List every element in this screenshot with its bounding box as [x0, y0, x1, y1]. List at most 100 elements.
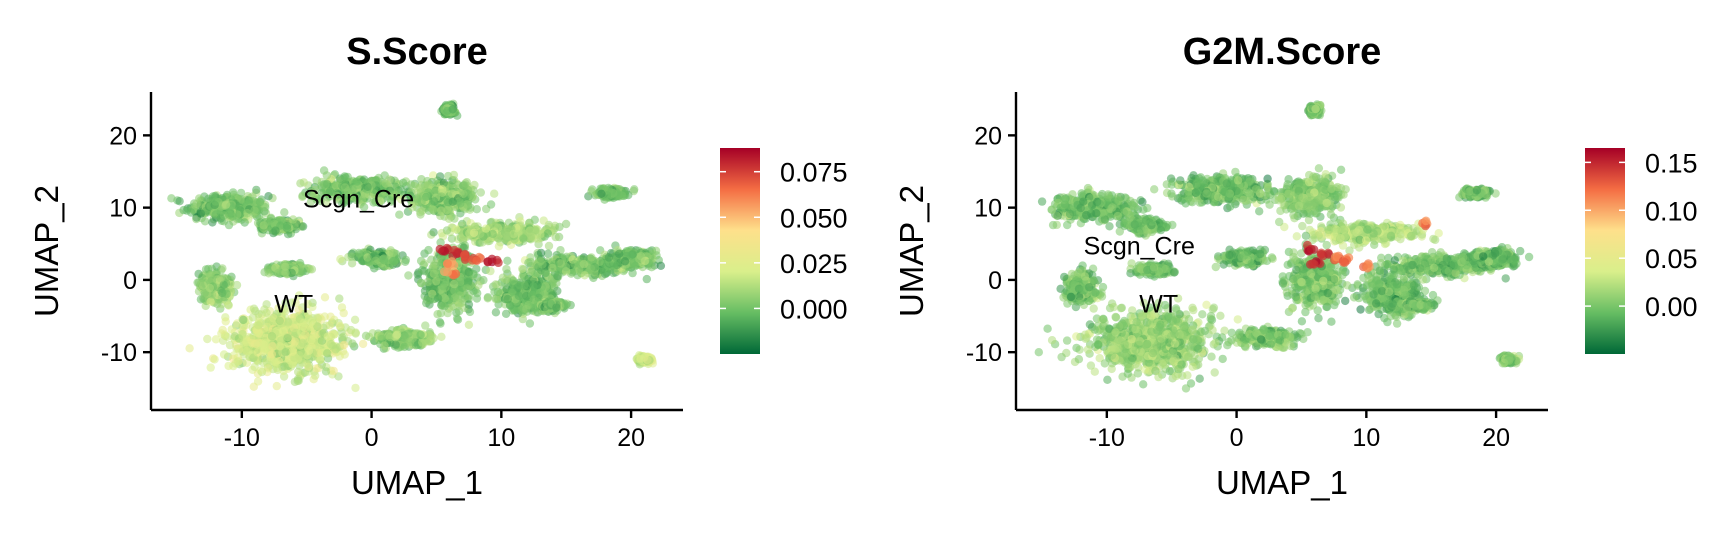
point [493, 287, 503, 297]
point [447, 234, 457, 243]
point [323, 349, 332, 358]
point [250, 206, 259, 215]
point [208, 218, 217, 227]
point [490, 222, 499, 231]
point [491, 308, 501, 317]
point [481, 224, 491, 233]
point [259, 340, 268, 350]
point [490, 189, 499, 198]
point [194, 269, 203, 279]
point [553, 286, 562, 296]
point [296, 179, 305, 188]
point [503, 256, 512, 265]
point [268, 342, 277, 351]
point [630, 185, 639, 194]
point [391, 340, 400, 349]
point [456, 199, 465, 208]
point [418, 338, 427, 347]
point [404, 271, 413, 280]
point [469, 269, 478, 279]
point [264, 192, 273, 201]
point [361, 331, 371, 340]
point [211, 335, 221, 344]
point [290, 337, 300, 346]
point [236, 188, 246, 198]
point [449, 170, 459, 180]
point [224, 301, 233, 310]
point [518, 264, 527, 273]
point [526, 257, 535, 267]
point [185, 344, 194, 353]
point [225, 340, 235, 350]
point [502, 231, 511, 241]
point [348, 339, 357, 348]
point [656, 261, 666, 270]
point [336, 255, 345, 264]
point [281, 268, 290, 277]
point [337, 303, 347, 312]
point [186, 208, 196, 217]
point [447, 189, 457, 198]
point [551, 232, 560, 242]
point [597, 189, 606, 198]
point [442, 226, 452, 235]
point [424, 245, 433, 255]
point [310, 185, 320, 194]
point [195, 194, 204, 203]
point [218, 264, 227, 273]
point [351, 383, 360, 393]
point [448, 197, 457, 206]
point [206, 297, 215, 306]
point [312, 364, 321, 373]
point [401, 257, 410, 266]
point [587, 187, 596, 196]
point [282, 221, 292, 230]
point [536, 257, 545, 266]
point [464, 300, 474, 309]
point [389, 248, 398, 257]
point [284, 318, 293, 327]
point [238, 330, 247, 340]
point [642, 274, 651, 284]
point [429, 205, 438, 215]
point [211, 197, 220, 206]
point [529, 282, 538, 291]
point [298, 349, 307, 358]
point [513, 283, 522, 292]
point [216, 274, 226, 283]
point [544, 241, 554, 251]
point [298, 338, 307, 348]
point [260, 268, 269, 277]
point [464, 291, 474, 300]
point [436, 211, 445, 221]
point [340, 172, 349, 181]
point [459, 189, 468, 199]
point [380, 341, 389, 350]
point [640, 257, 649, 266]
point [444, 214, 454, 223]
point [307, 265, 317, 274]
panel-title: S.Score [346, 31, 488, 73]
point [379, 256, 389, 265]
point [206, 363, 215, 372]
point [242, 338, 251, 347]
point [429, 228, 438, 237]
point [352, 177, 361, 186]
point [206, 270, 215, 280]
point [604, 253, 614, 262]
point [525, 319, 535, 328]
point [416, 210, 425, 219]
point [380, 171, 389, 180]
point [438, 188, 447, 197]
point [175, 197, 184, 206]
point [488, 229, 497, 239]
point [244, 196, 254, 206]
point [321, 198, 331, 208]
point [234, 345, 244, 354]
point [631, 261, 640, 271]
point [267, 332, 277, 341]
point [232, 280, 242, 290]
